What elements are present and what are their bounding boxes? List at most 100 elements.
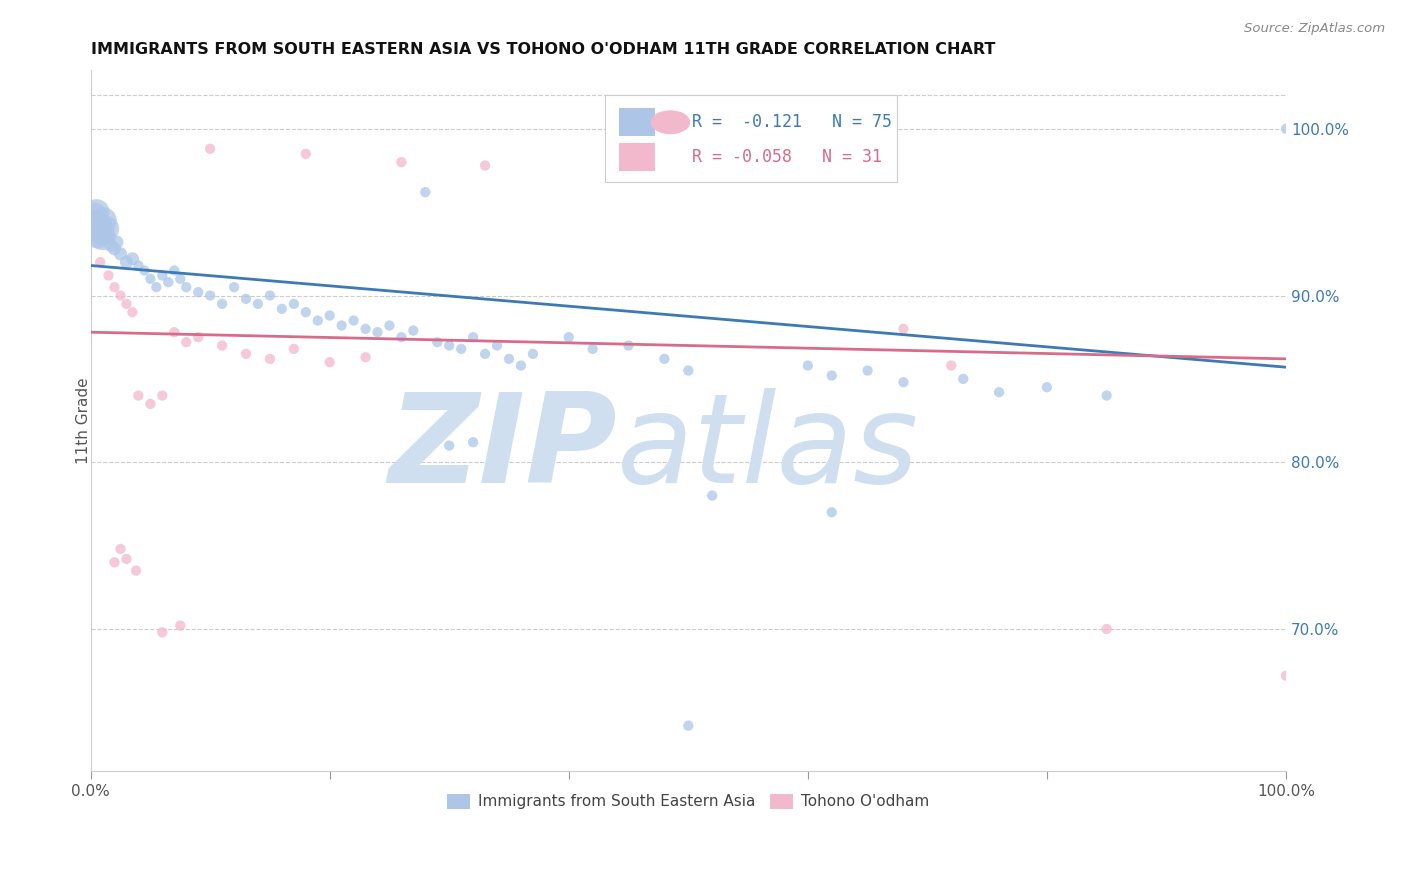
Point xyxy=(96,222,118,236)
Point xyxy=(83,209,105,223)
Point xyxy=(211,297,233,311)
Point xyxy=(89,255,111,269)
Point xyxy=(402,324,425,338)
Point xyxy=(121,252,143,266)
Point xyxy=(582,342,605,356)
Point xyxy=(294,305,316,319)
Point xyxy=(235,347,257,361)
Point xyxy=(354,350,377,364)
Point xyxy=(366,325,388,339)
Point xyxy=(510,359,533,373)
Point xyxy=(187,330,209,344)
Point xyxy=(174,280,197,294)
Point xyxy=(486,338,509,352)
Point xyxy=(89,222,111,236)
Point xyxy=(893,375,915,389)
Point xyxy=(121,305,143,319)
Point xyxy=(1275,668,1298,682)
Point xyxy=(150,268,173,283)
Point xyxy=(342,313,364,327)
FancyBboxPatch shape xyxy=(619,144,655,171)
Point xyxy=(87,219,110,233)
Point xyxy=(110,247,132,261)
Point xyxy=(821,368,844,383)
Point xyxy=(198,142,221,156)
Point xyxy=(463,330,485,344)
Point xyxy=(91,230,114,244)
Point xyxy=(157,275,180,289)
Point xyxy=(259,288,281,302)
Point xyxy=(125,564,148,578)
Point xyxy=(678,719,700,733)
Point xyxy=(134,263,156,277)
Point xyxy=(103,280,125,294)
Point xyxy=(259,351,281,366)
Point xyxy=(93,213,115,227)
Point xyxy=(90,225,112,239)
Point xyxy=(235,292,257,306)
Point xyxy=(474,158,496,172)
Point xyxy=(110,541,132,556)
Point xyxy=(1095,388,1118,402)
Point xyxy=(330,318,353,333)
Point xyxy=(100,238,122,252)
Point xyxy=(702,489,724,503)
Point xyxy=(105,235,128,249)
Point xyxy=(127,388,149,402)
Point xyxy=(115,297,138,311)
Legend: Immigrants from South Eastern Asia, Tohono O'odham: Immigrants from South Eastern Asia, Toho… xyxy=(441,788,935,815)
Y-axis label: 11th Grade: 11th Grade xyxy=(76,377,91,464)
Point xyxy=(354,322,377,336)
Point xyxy=(1095,622,1118,636)
Point xyxy=(439,439,461,453)
Point xyxy=(283,297,305,311)
Point xyxy=(294,146,316,161)
Text: Source: ZipAtlas.com: Source: ZipAtlas.com xyxy=(1244,22,1385,36)
Point xyxy=(110,288,132,302)
Point xyxy=(174,335,197,350)
Point xyxy=(463,435,485,450)
Point xyxy=(187,285,209,300)
Point xyxy=(115,255,138,269)
Point xyxy=(169,618,191,632)
Point xyxy=(103,242,125,256)
Point xyxy=(270,301,292,316)
Point xyxy=(952,372,974,386)
Point xyxy=(988,385,1011,400)
Point xyxy=(389,330,412,344)
Point xyxy=(318,309,340,323)
Point xyxy=(163,263,186,277)
Circle shape xyxy=(651,111,689,134)
Point xyxy=(413,185,436,199)
Point xyxy=(498,351,520,366)
Point xyxy=(283,342,305,356)
Point xyxy=(87,228,110,243)
Point xyxy=(163,325,186,339)
Point xyxy=(150,388,173,402)
Point xyxy=(86,205,108,219)
Point xyxy=(150,625,173,640)
Point xyxy=(198,288,221,302)
Point xyxy=(856,363,879,377)
Point xyxy=(893,322,915,336)
FancyBboxPatch shape xyxy=(605,95,897,183)
Text: R = -0.058   N = 31: R = -0.058 N = 31 xyxy=(692,148,882,166)
Point xyxy=(97,230,120,244)
Point xyxy=(439,338,461,352)
Point xyxy=(145,280,167,294)
Point xyxy=(617,338,640,352)
Point xyxy=(139,397,162,411)
Text: atlas: atlas xyxy=(617,388,918,509)
Text: IMMIGRANTS FROM SOUTH EASTERN ASIA VS TOHONO O'ODHAM 11TH GRADE CORRELATION CHAR: IMMIGRANTS FROM SOUTH EASTERN ASIA VS TO… xyxy=(90,42,995,57)
Point xyxy=(389,155,412,169)
Point xyxy=(678,363,700,377)
Point xyxy=(522,347,544,361)
FancyBboxPatch shape xyxy=(619,108,655,136)
Point xyxy=(84,217,107,231)
Text: R =  -0.121   N = 75: R = -0.121 N = 75 xyxy=(692,113,891,131)
Point xyxy=(103,555,125,569)
Point xyxy=(654,351,676,366)
Point xyxy=(450,342,472,356)
Text: ZIP: ZIP xyxy=(388,388,617,509)
Point xyxy=(474,347,496,361)
